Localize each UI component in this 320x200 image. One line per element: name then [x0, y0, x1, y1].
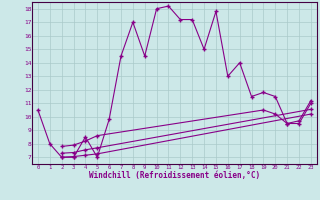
X-axis label: Windchill (Refroidissement éolien,°C): Windchill (Refroidissement éolien,°C)	[89, 171, 260, 180]
